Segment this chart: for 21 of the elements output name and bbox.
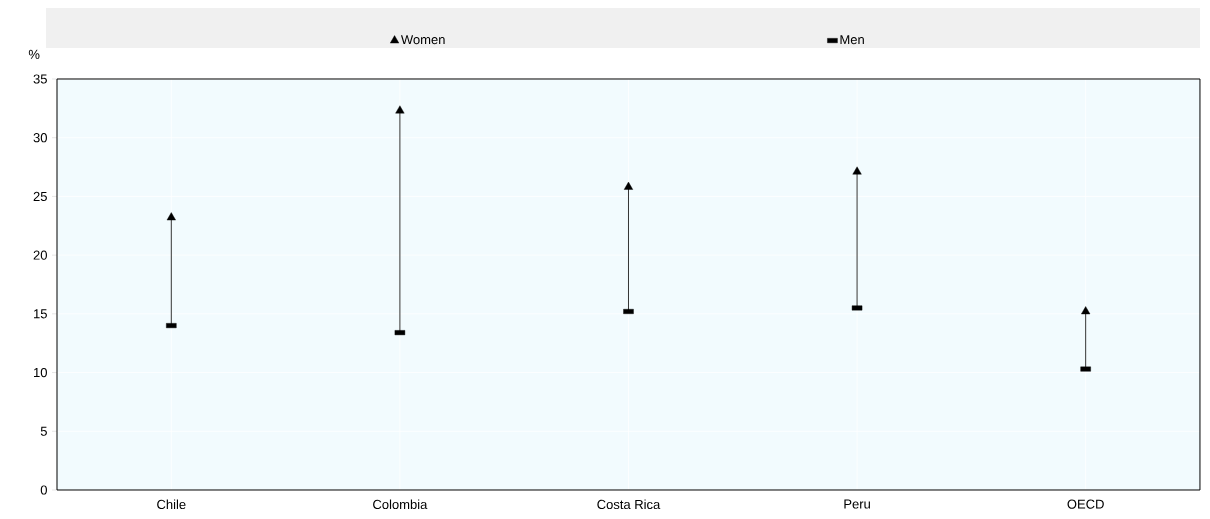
legend-label: Men bbox=[840, 35, 864, 45]
y-tick-label: 30 bbox=[33, 133, 47, 143]
x-tick-label: Peru bbox=[844, 499, 870, 509]
point bbox=[1081, 306, 1091, 315]
y-tick-label: 20 bbox=[33, 250, 47, 260]
x-tick-label: Chile bbox=[157, 499, 186, 510]
point bbox=[852, 166, 862, 175]
y-axis-title: % bbox=[28, 49, 40, 59]
y-tick-label: 10 bbox=[34, 367, 47, 378]
y-tick-label: 0 bbox=[40, 485, 47, 495]
y-tick-label: 15 bbox=[34, 309, 47, 319]
point bbox=[166, 212, 176, 221]
x-tick-label: Colombia bbox=[373, 499, 428, 510]
y-tick-label: 5 bbox=[40, 426, 47, 436]
point bbox=[395, 105, 405, 114]
x-tick-label: OECD bbox=[1067, 499, 1104, 509]
y-tick-label: 25 bbox=[33, 191, 47, 202]
legend-label: Women bbox=[400, 35, 445, 45]
y-tick-label: 35 bbox=[33, 74, 47, 84]
point bbox=[623, 181, 634, 190]
x-tick-label: Costa Rica bbox=[597, 499, 661, 510]
